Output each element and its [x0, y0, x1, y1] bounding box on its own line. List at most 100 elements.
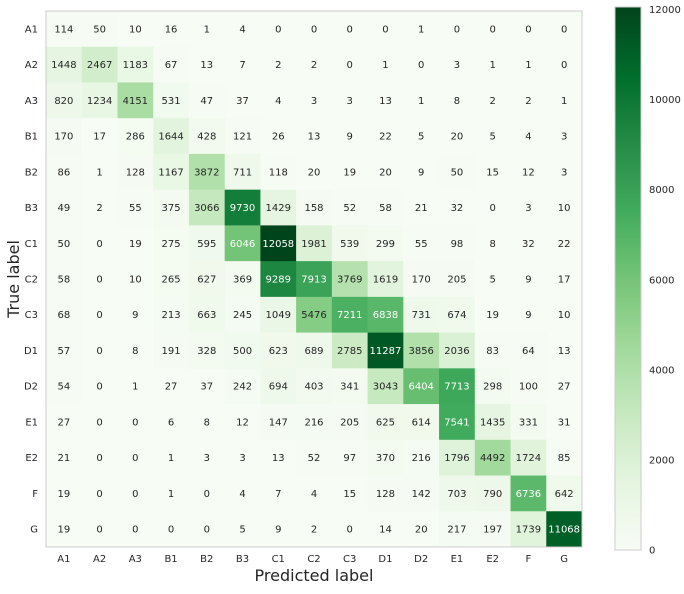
- cell-value-label: 9: [347, 132, 353, 143]
- heatmap-cell: [403, 189, 440, 226]
- cell-value-label: 328: [197, 346, 216, 357]
- heatmap-cell: [403, 511, 440, 548]
- cell-value-label: 58: [379, 203, 392, 214]
- heatmap-cell: [81, 189, 118, 226]
- cell-value-label: 0: [132, 489, 138, 500]
- cell-value-label: 191: [162, 346, 181, 357]
- cell-value-label: 5: [489, 275, 495, 286]
- heatmap-cell: [224, 439, 261, 477]
- heatmap-cell: [260, 368, 297, 405]
- cell-value-label: 57: [57, 346, 70, 357]
- heatmap-cell: [81, 11, 118, 48]
- heatmap-cell: [403, 368, 440, 405]
- cell-value-label: 539: [340, 239, 359, 250]
- cell-value-label: 1: [489, 60, 495, 71]
- heatmap-cell: [403, 475, 440, 512]
- heatmap-cell: [367, 11, 404, 48]
- heatmap-cell: [403, 225, 440, 262]
- cell-value-label: 1: [418, 24, 424, 35]
- colorbar-tick-label: 8000: [649, 185, 674, 196]
- cell-value-label: 0: [96, 525, 102, 536]
- heatmap-cell: [331, 153, 369, 191]
- cell-value-label: 2: [311, 525, 317, 536]
- heatmap-cell: [403, 82, 440, 119]
- cell-value-label: 32: [451, 203, 464, 214]
- y-tick-label: E1: [25, 417, 38, 428]
- cell-value-label: 64: [522, 346, 535, 357]
- cell-value-label: 1435: [480, 417, 505, 428]
- heatmap-cell: [260, 511, 297, 548]
- heatmap-cell: [546, 153, 583, 191]
- cell-value-label: 0: [347, 24, 353, 35]
- heatmap-cell: [153, 189, 190, 226]
- cell-value-label: 158: [304, 203, 323, 214]
- heatmap-cell: [510, 11, 547, 48]
- cell-value-label: 5: [489, 132, 495, 143]
- cell-value-label: 83: [486, 346, 499, 357]
- cell-value-label: 3043: [373, 382, 398, 393]
- colorbar: [614, 6, 642, 551]
- cell-value-label: 0: [132, 417, 138, 428]
- cell-value-label: 114: [54, 24, 73, 35]
- cell-value-label: 1: [132, 382, 138, 393]
- heatmap-cell: [296, 261, 333, 298]
- heatmap-cell: [403, 11, 440, 48]
- heatmap-cell: [439, 296, 476, 334]
- heatmap-cell: [117, 82, 154, 119]
- cell-value-label: 4: [525, 132, 531, 143]
- heatmap-cell: [153, 82, 190, 119]
- cell-value-label: 623: [269, 346, 288, 357]
- heatmap-cell: [474, 404, 512, 441]
- heatmap-cell: [367, 511, 404, 548]
- heatmap-cell: [296, 332, 333, 369]
- heatmap-cell: [296, 46, 333, 83]
- y-tick-label: D2: [24, 382, 38, 393]
- cell-value-label: 6404: [408, 382, 433, 393]
- heatmap-cell: [474, 189, 512, 226]
- heatmap-cell: [510, 261, 547, 298]
- heatmap-cell: [81, 153, 118, 191]
- cell-value-label: 19: [57, 489, 70, 500]
- cell-value-label: 50: [451, 167, 464, 178]
- heatmap-cell: [439, 511, 476, 548]
- heatmap-cell: [474, 261, 512, 298]
- heatmap-cell: [46, 475, 83, 512]
- heatmap-cell: [153, 439, 190, 477]
- cell-value-label: 2467: [87, 60, 112, 71]
- cell-value-label: 32: [522, 239, 535, 250]
- heatmap-cell: [46, 82, 83, 119]
- cell-value-label: 0: [561, 60, 567, 71]
- cell-value-label: 6: [168, 417, 174, 428]
- heatmap-cell: [474, 368, 512, 405]
- cell-value-label: 642: [555, 489, 574, 500]
- heatmap-cell: [439, 46, 476, 83]
- x-tick-label: C3: [343, 554, 356, 565]
- cell-value-label: 170: [54, 132, 73, 143]
- cell-value-label: 5: [418, 132, 424, 143]
- cell-value-label: 614: [412, 417, 431, 428]
- cell-value-label: 15: [486, 167, 499, 178]
- cell-value-label: 0: [454, 24, 460, 35]
- cell-value-label: 245: [233, 310, 252, 321]
- heatmap-cell: [474, 11, 512, 48]
- x-tick-label: A3: [129, 554, 142, 565]
- heatmap-cell: [224, 296, 261, 334]
- cell-value-label: 19: [343, 167, 356, 178]
- heatmap-cell: [439, 82, 476, 119]
- cell-value-label: 37: [236, 96, 249, 107]
- cell-value-label: 0: [347, 60, 353, 71]
- cell-value-label: 1: [561, 96, 567, 107]
- cell-value-label: 4: [311, 489, 317, 500]
- heatmap-cell: [46, 332, 83, 369]
- heatmap-cell: [46, 404, 83, 441]
- heatmap-cell: [474, 475, 512, 512]
- cell-value-label: 0: [96, 239, 102, 250]
- heatmap-cell: [331, 82, 369, 119]
- cell-value-label: 12: [236, 417, 249, 428]
- x-tick-label: C2: [307, 554, 320, 565]
- cell-value-label: 15: [343, 489, 356, 500]
- y-tick-label: A3: [25, 96, 38, 107]
- heatmap-cell: [331, 511, 369, 548]
- heatmap-cell: [546, 261, 583, 298]
- cell-value-label: 205: [340, 417, 359, 428]
